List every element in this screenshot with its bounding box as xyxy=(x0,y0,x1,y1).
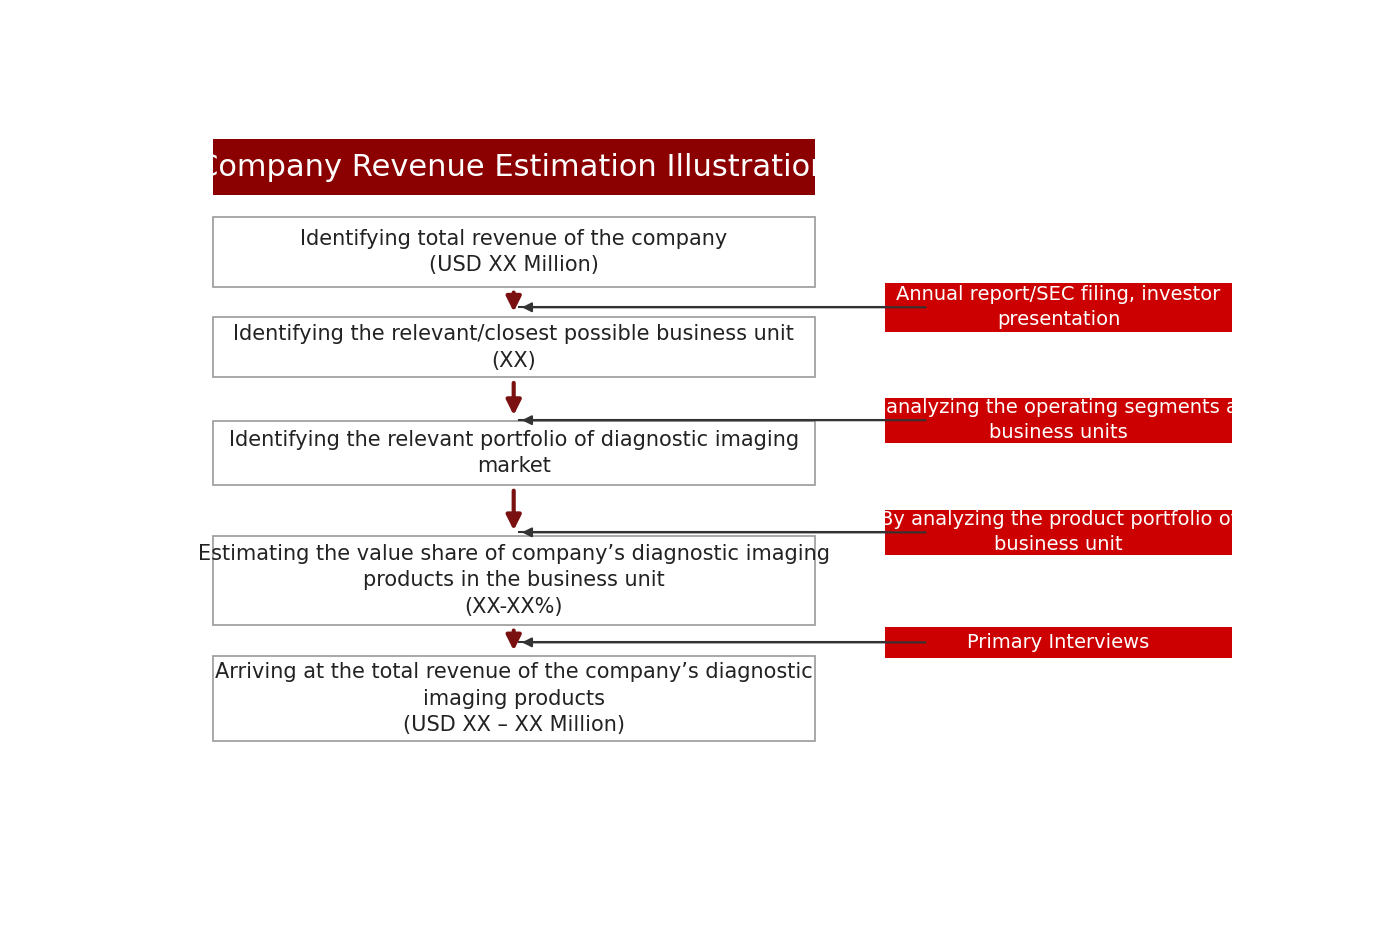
FancyBboxPatch shape xyxy=(213,657,814,742)
FancyBboxPatch shape xyxy=(213,139,814,195)
Text: By analyzing the operating segments and
business units: By analyzing the operating segments and … xyxy=(855,398,1262,442)
Text: Company Revenue Estimation Illustration: Company Revenue Estimation Illustration xyxy=(197,152,830,182)
FancyBboxPatch shape xyxy=(886,283,1233,332)
Text: Identifying total revenue of the company
(USD XX Million): Identifying total revenue of the company… xyxy=(299,229,727,275)
FancyBboxPatch shape xyxy=(886,510,1233,555)
FancyBboxPatch shape xyxy=(886,627,1233,657)
FancyBboxPatch shape xyxy=(213,318,814,377)
Text: By analyzing the product portfolio of
business unit: By analyzing the product portfolio of bu… xyxy=(880,510,1237,554)
Text: Primary Interviews: Primary Interviews xyxy=(967,633,1150,652)
FancyBboxPatch shape xyxy=(213,217,814,287)
FancyBboxPatch shape xyxy=(213,536,814,625)
FancyBboxPatch shape xyxy=(213,421,814,485)
Text: Identifying the relevant/closest possible business unit
(XX): Identifying the relevant/closest possibl… xyxy=(234,324,795,371)
Text: Identifying the relevant portfolio of diagnostic imaging
market: Identifying the relevant portfolio of di… xyxy=(228,429,799,476)
FancyBboxPatch shape xyxy=(886,397,1233,443)
Text: Annual report/SEC filing, investor
presentation: Annual report/SEC filing, investor prese… xyxy=(897,286,1221,329)
Text: Estimating the value share of company’s diagnostic imaging
products in the busin: Estimating the value share of company’s … xyxy=(197,544,830,617)
Text: Arriving at the total revenue of the company’s diagnostic
imaging products
(USD : Arriving at the total revenue of the com… xyxy=(215,662,813,735)
